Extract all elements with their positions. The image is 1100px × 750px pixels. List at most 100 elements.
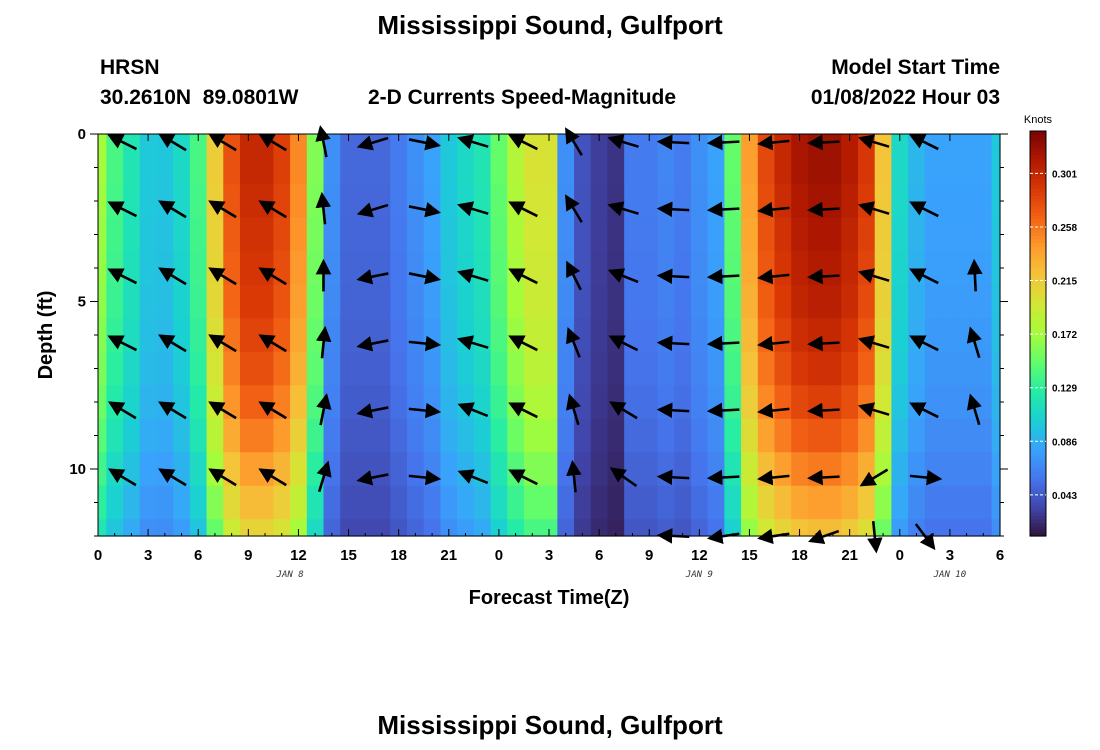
- current-arrow: [857, 335, 890, 351]
- heat-cell: [189, 184, 208, 219]
- heat-cell: [958, 452, 976, 487]
- heat-cell: [189, 418, 208, 453]
- heat-cell: [991, 385, 1001, 420]
- heat-cell: [674, 150, 692, 185]
- current-arrow: [456, 201, 489, 217]
- colorbar-segment: [1030, 154, 1046, 159]
- x-tick-label: 0: [896, 547, 904, 564]
- colorbar-segment: [1030, 134, 1046, 139]
- heat-cell: [858, 385, 876, 420]
- x-tick-label: 3: [144, 547, 152, 564]
- heat-cell: [356, 217, 375, 252]
- heat-cell: [991, 217, 1001, 252]
- heat-cell: [290, 150, 308, 185]
- heat-cell: [540, 184, 558, 219]
- colorbar-segment: [1030, 212, 1046, 216]
- heat-cell: [490, 519, 508, 537]
- heat-cell: [574, 485, 592, 520]
- current-arrow: [706, 134, 740, 151]
- heat-cell: [824, 318, 842, 353]
- current-arrow: [408, 269, 441, 285]
- heat-cell: [223, 284, 241, 319]
- heat-cell: [924, 418, 943, 453]
- heat-cell: [490, 418, 508, 453]
- colorbar-segment: [1030, 509, 1046, 513]
- heat-cell: [941, 485, 959, 520]
- heat-cell: [707, 485, 725, 520]
- heat-cell: [991, 251, 1001, 286]
- heat-cell: [807, 385, 826, 420]
- heat-cell: [574, 418, 592, 453]
- colorbar-segment: [1030, 468, 1046, 473]
- heat-cell: [724, 284, 742, 319]
- heat-cell: [457, 184, 475, 219]
- heat-cell: [523, 134, 542, 152]
- heat-cell: [741, 284, 759, 319]
- current-arrow: [909, 335, 939, 352]
- heat-cell: [290, 184, 308, 219]
- heat-cell: [974, 519, 993, 537]
- colorbar-segment: [1030, 309, 1046, 314]
- x-tick-label: 3: [946, 547, 954, 564]
- heat-cell: [607, 318, 625, 353]
- heat-cell: [457, 519, 475, 537]
- heat-cell: [774, 485, 792, 520]
- heat-cell: [908, 385, 926, 420]
- heat-cell: [523, 217, 542, 252]
- heat-cell: [256, 284, 274, 319]
- heat-cell: [239, 184, 258, 219]
- colorbar-segment: [1030, 529, 1046, 534]
- colorbar-segment: [1030, 323, 1046, 328]
- heat-cell: [841, 351, 859, 386]
- heat-cell: [340, 217, 358, 252]
- current-arrow: [909, 201, 939, 218]
- heat-cell: [908, 184, 926, 219]
- heat-cell: [757, 217, 776, 252]
- current-arrow: [857, 201, 890, 217]
- heat-cell: [974, 150, 993, 185]
- heat-cell: [507, 452, 525, 487]
- colorbar-tick-label: 0.172: [1052, 330, 1077, 341]
- heat-cell: [941, 385, 959, 420]
- heat-cell: [407, 351, 425, 386]
- heat-cell: [557, 184, 575, 219]
- heat-cell: [98, 519, 107, 537]
- heat-cell: [941, 150, 959, 185]
- heat-cell: [924, 519, 943, 537]
- current-arrow: [158, 334, 187, 353]
- heat-cell: [791, 217, 809, 252]
- heat-cell: [373, 217, 391, 252]
- heat-cell: [106, 485, 124, 520]
- heat-cell: [690, 318, 709, 353]
- heat-cell: [290, 519, 308, 537]
- heat-cell: [206, 452, 224, 487]
- colorbar-segment: [1030, 245, 1046, 250]
- heat-cell: [356, 284, 375, 319]
- date-label: JAN 8: [276, 570, 304, 580]
- heat-cell: [440, 217, 458, 252]
- heat-cell: [741, 418, 759, 453]
- heat-cell: [891, 217, 909, 252]
- heat-cell: [941, 519, 959, 537]
- heat-cell: [791, 351, 809, 386]
- heat-cell: [206, 351, 224, 386]
- heat-cell: [523, 318, 542, 353]
- current-arrow: [706, 268, 740, 285]
- x-axis-title: Forecast Time(Z): [469, 587, 630, 609]
- date-label: JAN 9: [685, 570, 713, 580]
- heat-cell: [724, 519, 742, 537]
- heat-cell: [657, 184, 675, 219]
- heat-cell: [891, 385, 909, 420]
- chart-title: Mississippi Sound, Gulfport: [377, 10, 723, 40]
- current-arrow: [656, 402, 690, 419]
- heat-cell: [657, 150, 675, 185]
- heat-cell: [540, 284, 558, 319]
- colorbar-segment: [1030, 492, 1046, 497]
- heat-cell: [690, 184, 709, 219]
- heat-cell: [941, 418, 959, 453]
- heat-cell: [774, 385, 792, 420]
- current-arrow: [356, 269, 389, 285]
- heat-cell: [290, 351, 308, 386]
- heat-cell: [958, 485, 976, 520]
- heat-cell: [724, 385, 742, 420]
